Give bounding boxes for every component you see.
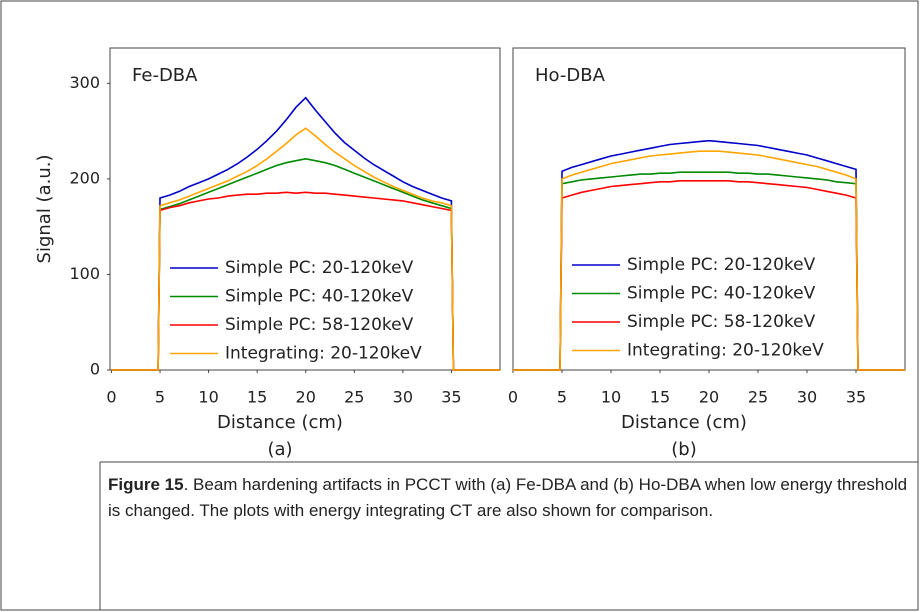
y-tick-label: 200 bbox=[69, 168, 100, 187]
plot-area bbox=[109, 47, 501, 371]
series-line bbox=[513, 180, 905, 371]
x-tick-label: 20 bbox=[699, 388, 719, 407]
x-tick-label: 0 bbox=[508, 388, 518, 407]
x-tick-label: 15 bbox=[650, 388, 670, 407]
legend-label: Simple PC: 40-120keV bbox=[627, 284, 816, 304]
series-line bbox=[111, 191, 500, 371]
x-tick-label: 5 bbox=[155, 388, 165, 407]
series-line bbox=[513, 171, 905, 371]
panel-label: (b) bbox=[671, 439, 696, 460]
legend-label: Simple PC: 20-120keV bbox=[225, 258, 414, 278]
x-tick-label: 10 bbox=[198, 388, 218, 407]
caption: Figure 15. Beam hardening artifacts in P… bbox=[108, 472, 908, 524]
legend-label: Simple PC: 40-120keV bbox=[225, 287, 414, 307]
x-axis-label: Distance (cm) bbox=[217, 412, 343, 433]
series-line bbox=[111, 127, 500, 371]
y-tick-label: 300 bbox=[69, 73, 100, 92]
series-line bbox=[513, 150, 905, 371]
legend-label: Simple PC: 20-120keV bbox=[627, 255, 816, 275]
series-line bbox=[111, 96, 500, 371]
legend-label: Simple PC: 58-120keV bbox=[225, 315, 414, 335]
legend-label: Integrating: 20-120keV bbox=[627, 341, 824, 361]
chart-title: Ho-DBA bbox=[535, 65, 606, 86]
x-tick-label: 10 bbox=[601, 388, 621, 407]
x-axis-label: Distance (cm) bbox=[621, 412, 747, 433]
y-tick-label: 100 bbox=[69, 264, 100, 283]
y-tick-label: 0 bbox=[90, 360, 100, 379]
panel-label: (a) bbox=[267, 439, 292, 460]
x-tick-label: 25 bbox=[344, 388, 364, 407]
y-axis-label: Signal (a.u.) bbox=[34, 155, 55, 264]
chart-title: Fe-DBA bbox=[132, 65, 198, 86]
x-tick-label: 15 bbox=[247, 388, 267, 407]
x-tick-label: 30 bbox=[797, 388, 817, 407]
x-tick-label: 35 bbox=[441, 388, 461, 407]
x-tick-label: 20 bbox=[296, 388, 316, 407]
caption-label: Figure 15 bbox=[108, 475, 184, 494]
caption-text: . Beam hardening artifacts in PCCT with … bbox=[108, 475, 908, 520]
x-tick-label: 35 bbox=[846, 388, 866, 407]
x-tick-label: 0 bbox=[106, 388, 116, 407]
plot-area bbox=[512, 47, 906, 371]
x-tick-label: 5 bbox=[557, 388, 567, 407]
legend-label: Simple PC: 58-120keV bbox=[627, 312, 816, 332]
series-line bbox=[513, 139, 905, 371]
x-tick-label: 25 bbox=[748, 388, 768, 407]
series-line bbox=[111, 157, 500, 371]
x-tick-label: 30 bbox=[393, 388, 413, 407]
legend-label: Integrating: 20-120keV bbox=[225, 344, 422, 364]
